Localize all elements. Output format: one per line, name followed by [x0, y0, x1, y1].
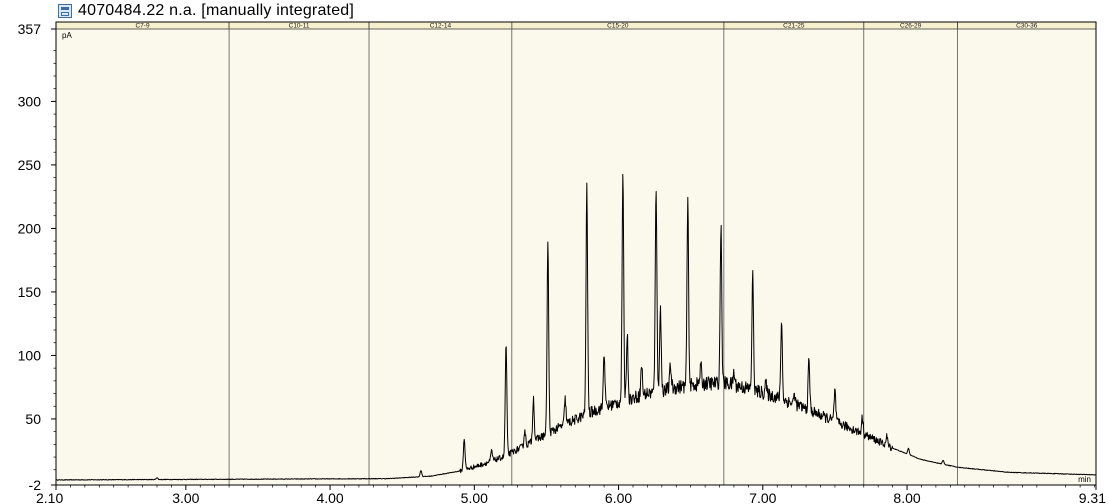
y-tick-label: 250 [18, 157, 42, 173]
axes: -2 50 100 150 200 250 300 357 2.10 3.00 4.00 5.00 6.… [18, 21, 1107, 504]
x-tick-label: 2.10 [36, 490, 63, 504]
x-tick-label: 7.00 [749, 490, 776, 504]
y-tick-label: -2 [29, 477, 42, 493]
x-tick-label: 5.00 [461, 490, 488, 504]
x-tick-label: 3.00 [172, 490, 199, 504]
region-label: C15-20 [607, 23, 629, 30]
y-tick-label: 100 [18, 347, 42, 363]
chromatogram-icon[interactable] [58, 4, 72, 18]
x-axis-unit: min [1078, 475, 1091, 484]
region-label: C10-11 [289, 23, 310, 30]
y-axis-unit: pA [62, 31, 72, 40]
y-tick-label: 50 [25, 411, 41, 427]
x-tick-label: 9.31 [1079, 490, 1106, 504]
region-label: C26-29 [900, 23, 922, 30]
x-tick-label: 4.00 [316, 490, 343, 504]
x-tick-label: 8.00 [893, 490, 920, 504]
region-label: C30-36 [1016, 23, 1038, 30]
y-tick-label: 150 [18, 284, 42, 300]
chromatogram-header: 4070484.22 n.a. [manually integrated] [58, 1, 354, 21]
chromatogram-trace [55, 173, 1097, 481]
region-label: C12-14 [430, 23, 452, 30]
y-tick-label: 357 [18, 21, 42, 37]
region-label: C21-25 [783, 23, 805, 30]
region-dividers [228, 22, 958, 485]
region-labels: C7-9 C10-11 C12-14 C15-20 C21-25 C26-29 C30-36 [55, 21, 1097, 30]
trace-layer [55, 173, 1097, 481]
region-label: C7-9 [135, 23, 149, 30]
y-tick-label: 300 [18, 93, 42, 109]
chromatogram-title: 4070484.22 n.a. [manually integrated] [78, 2, 355, 19]
y-tick-label: 200 [18, 220, 42, 236]
x-tick-label: 6.00 [605, 490, 632, 504]
